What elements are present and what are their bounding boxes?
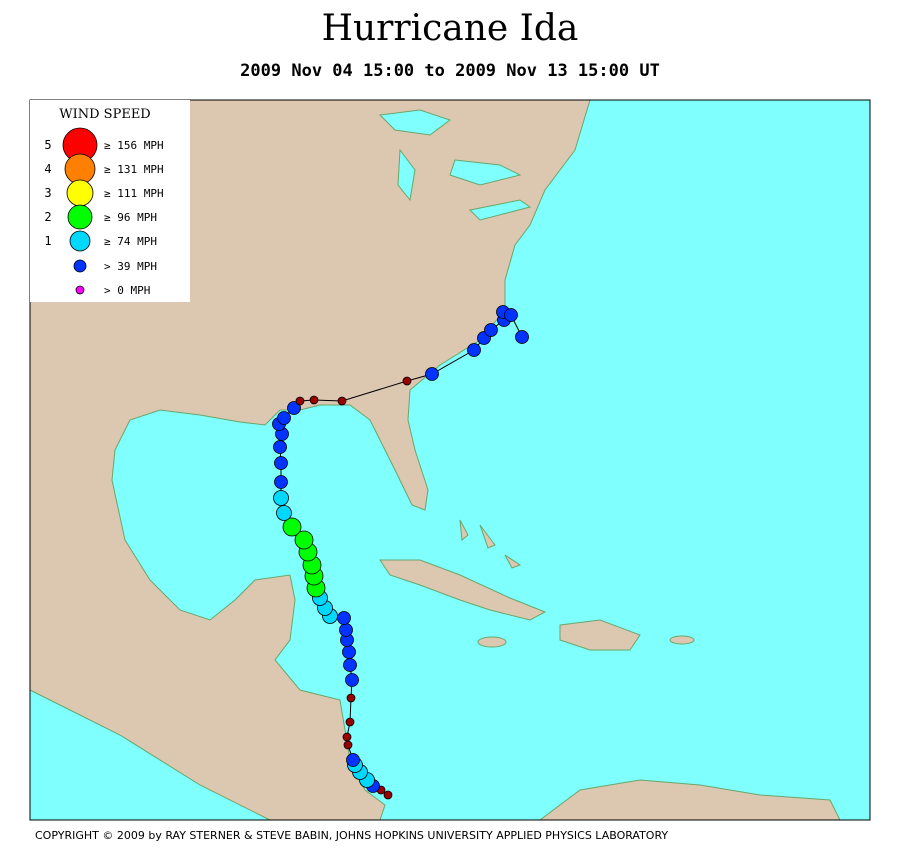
copyright: COPYRIGHT © 2009 by RAY STERNER & STEVE … (35, 829, 668, 842)
track-point (337, 611, 351, 625)
track-point (345, 717, 355, 727)
legend-label: ≥ 131 MPH (104, 163, 164, 176)
track-point (309, 395, 319, 405)
subtitle: 2009 Nov 04 15:00 to 2009 Nov 13 15:00 U… (240, 61, 660, 81)
south-america (538, 779, 841, 821)
great-lakes (378, 109, 532, 221)
track-point (287, 401, 301, 415)
track-point (282, 517, 302, 537)
track-point (277, 411, 291, 425)
cuba (379, 559, 547, 621)
track-point (274, 456, 288, 470)
map-frame (29, 99, 871, 821)
track-point (342, 732, 352, 742)
hispaniola (559, 619, 641, 651)
legend: WIND SPEED 5 ≥ 156 MPH 4 ≥ 131 MPH 3 ≥ 111 MP… (30, 100, 190, 302)
track-point (484, 323, 498, 337)
legend-label: > 39 MPH (104, 260, 157, 273)
legend-box (30, 100, 190, 302)
puerto-rico (669, 635, 695, 645)
legend-label: ≥ 156 MPH (104, 139, 164, 152)
track-point (515, 330, 529, 344)
legend-symbol (64, 153, 96, 185)
track-point (346, 753, 360, 767)
storm-track (272, 305, 529, 800)
jamaica (477, 636, 507, 648)
title: Hurricane Ida (322, 8, 579, 49)
track-point (273, 490, 289, 506)
track-point (276, 505, 292, 521)
track-point (343, 658, 357, 672)
track-point (273, 440, 287, 454)
track-point (346, 693, 356, 703)
legend-category: 2 (44, 210, 51, 224)
track-point (343, 740, 353, 750)
track-point (274, 475, 288, 489)
legend-category: 1 (44, 234, 51, 248)
track-point (339, 623, 353, 637)
legend-symbol (66, 179, 94, 207)
legend-category: 5 (44, 138, 51, 152)
track-point (342, 645, 356, 659)
legend-category: 3 (44, 186, 51, 200)
legend-label: ≥ 74 MPH (104, 235, 157, 248)
legend-label: ≥ 111 MPH (104, 187, 164, 200)
track-point (337, 396, 347, 406)
track-point (467, 343, 481, 357)
legend-symbol (73, 259, 87, 273)
legend-label: ≥ 96 MPH (104, 211, 157, 224)
track-point (295, 396, 305, 406)
legend-title: WIND SPEED (59, 107, 150, 122)
legend-label: > 0 MPH (104, 284, 150, 297)
track-point (294, 530, 314, 550)
legend-category: 4 (44, 162, 51, 176)
legend-symbol (67, 204, 93, 230)
bahamas (459, 519, 522, 569)
track-point (504, 308, 518, 322)
track-point (383, 790, 393, 800)
track-point (345, 673, 359, 687)
track-point (425, 367, 439, 381)
track-point (402, 376, 412, 386)
legend-symbol (75, 285, 85, 295)
legend-symbol (69, 230, 91, 252)
